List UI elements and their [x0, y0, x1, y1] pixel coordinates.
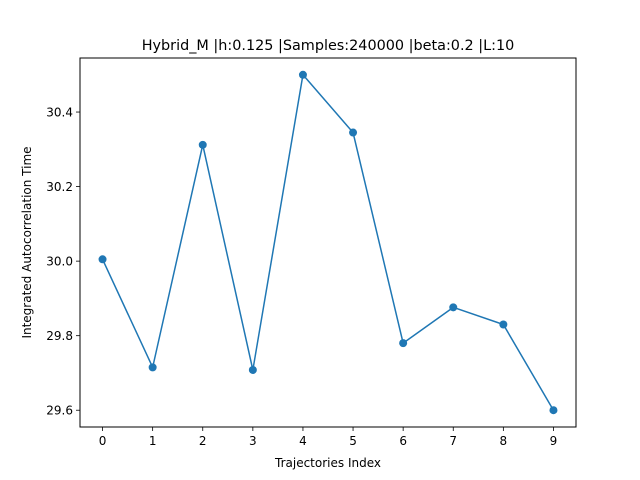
plot-area: 0 1 2 3 4 5 6 7 8 9 29.6 29.8 30.0 30.2 30.4: [46, 70, 558, 448]
series-line: [101, 74, 555, 411]
x-tick-label: 6: [399, 434, 407, 448]
data-point: [248, 365, 257, 374]
x-tick-label: 2: [199, 434, 207, 448]
data-point: [98, 255, 107, 264]
x-tick-label: 8: [500, 434, 508, 448]
data-point: [198, 140, 207, 149]
data-point: [449, 303, 458, 312]
data-point: [549, 406, 558, 415]
y-axis-label: Integrated Autocorrelation Time: [20, 146, 34, 338]
data-point: [399, 339, 408, 348]
y-tick-label: 30.0: [46, 254, 73, 268]
x-tick-label: 0: [99, 434, 107, 448]
y-tick-label: 29.8: [46, 329, 73, 343]
chart-title: Hybrid_M |h:0.125 |Samples:240000 |beta:…: [142, 38, 515, 54]
x-tick-label: 3: [249, 434, 257, 448]
x-tick-label: 7: [449, 434, 457, 448]
axes-frame: [79, 57, 577, 428]
x-tick-label: 4: [299, 434, 307, 448]
data-point: [148, 363, 157, 372]
y-tick-label: 30.2: [46, 180, 73, 194]
x-axis-label: Trajectories Index: [274, 456, 381, 470]
data-point: [499, 320, 508, 329]
data-point: [298, 70, 307, 79]
x-tick-label: 1: [149, 434, 157, 448]
x-tick-label: 9: [550, 434, 558, 448]
data-point: [349, 128, 358, 137]
y-tick-label: 30.4: [46, 105, 73, 119]
x-tick-label: 5: [349, 434, 357, 448]
y-tick-label: 29.6: [46, 404, 73, 418]
